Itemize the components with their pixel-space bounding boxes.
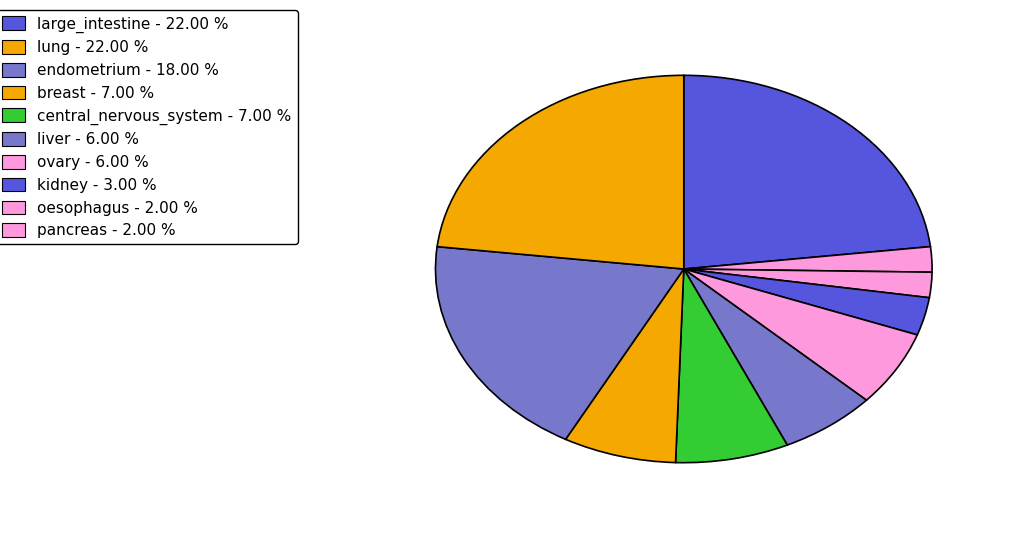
Wedge shape xyxy=(684,246,932,272)
Wedge shape xyxy=(565,269,684,463)
Wedge shape xyxy=(684,269,917,400)
Wedge shape xyxy=(684,269,866,445)
Wedge shape xyxy=(676,269,787,463)
Wedge shape xyxy=(684,269,932,298)
Legend: large_intestine - 22.00 %, lung - 22.00 %, endometrium - 18.00 %, breast - 7.00 : large_intestine - 22.00 %, lung - 22.00 … xyxy=(0,10,298,244)
Wedge shape xyxy=(436,246,684,440)
Wedge shape xyxy=(684,75,930,269)
Wedge shape xyxy=(684,269,929,335)
Wedge shape xyxy=(438,75,684,269)
